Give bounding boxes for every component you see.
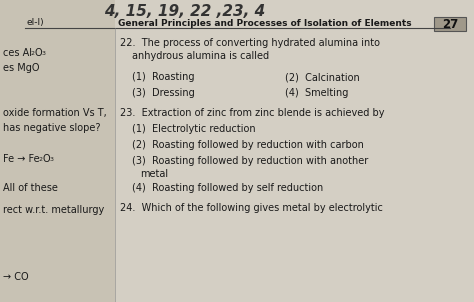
Text: (4)  Smelting: (4) Smelting xyxy=(285,88,348,98)
Text: Fe → Fe: Fe → Fe xyxy=(3,154,40,164)
Text: has negative slope?: has negative slope? xyxy=(3,123,100,133)
Text: (4)  Roasting followed by self reduction: (4) Roasting followed by self reduction xyxy=(132,183,323,193)
Text: 4, 15, 19, 22 ,23, 4: 4, 15, 19, 22 ,23, 4 xyxy=(104,5,265,20)
Text: (3)  Roasting followed by reduction with another: (3) Roasting followed by reduction with … xyxy=(132,156,368,166)
Text: 2: 2 xyxy=(39,157,43,162)
Text: 24.  Which of the following gives metal by electrolytic: 24. Which of the following gives metal b… xyxy=(120,203,383,213)
Text: es MgO: es MgO xyxy=(3,63,39,73)
Text: 3: 3 xyxy=(42,51,46,56)
Text: General Principles and Processes of Isolation of Elements: General Principles and Processes of Isol… xyxy=(118,18,412,27)
Text: (1)  Electrolytic reduction: (1) Electrolytic reduction xyxy=(132,124,255,134)
Text: (2)  Calcination: (2) Calcination xyxy=(285,72,360,82)
Text: 3: 3 xyxy=(50,157,54,162)
FancyBboxPatch shape xyxy=(434,17,466,31)
Text: 23.  Extraction of zinc from zinc blende is achieved by: 23. Extraction of zinc from zinc blende … xyxy=(120,108,384,118)
Text: rect w.r.t. metallurgy: rect w.r.t. metallurgy xyxy=(3,205,104,215)
Text: (1)  Roasting: (1) Roasting xyxy=(132,72,194,82)
Text: O: O xyxy=(35,48,43,58)
Text: (3)  Dressing: (3) Dressing xyxy=(132,88,195,98)
Text: anhydrous alumina is called: anhydrous alumina is called xyxy=(132,51,269,61)
Text: 22.  The process of converting hydrated alumina into: 22. The process of converting hydrated a… xyxy=(120,38,380,48)
FancyBboxPatch shape xyxy=(115,0,474,302)
Text: O: O xyxy=(43,154,51,164)
Text: 27: 27 xyxy=(442,18,458,31)
Text: All of these: All of these xyxy=(3,183,58,193)
Text: metal: metal xyxy=(140,169,168,179)
Text: ces Al: ces Al xyxy=(3,48,32,58)
Text: → CO: → CO xyxy=(3,272,28,282)
Text: oxide formation Vs T,: oxide formation Vs T, xyxy=(3,108,107,118)
Text: el-I): el-I) xyxy=(27,18,45,27)
Text: 2: 2 xyxy=(31,51,35,56)
Text: (2)  Roasting followed by reduction with carbon: (2) Roasting followed by reduction with … xyxy=(132,140,364,150)
